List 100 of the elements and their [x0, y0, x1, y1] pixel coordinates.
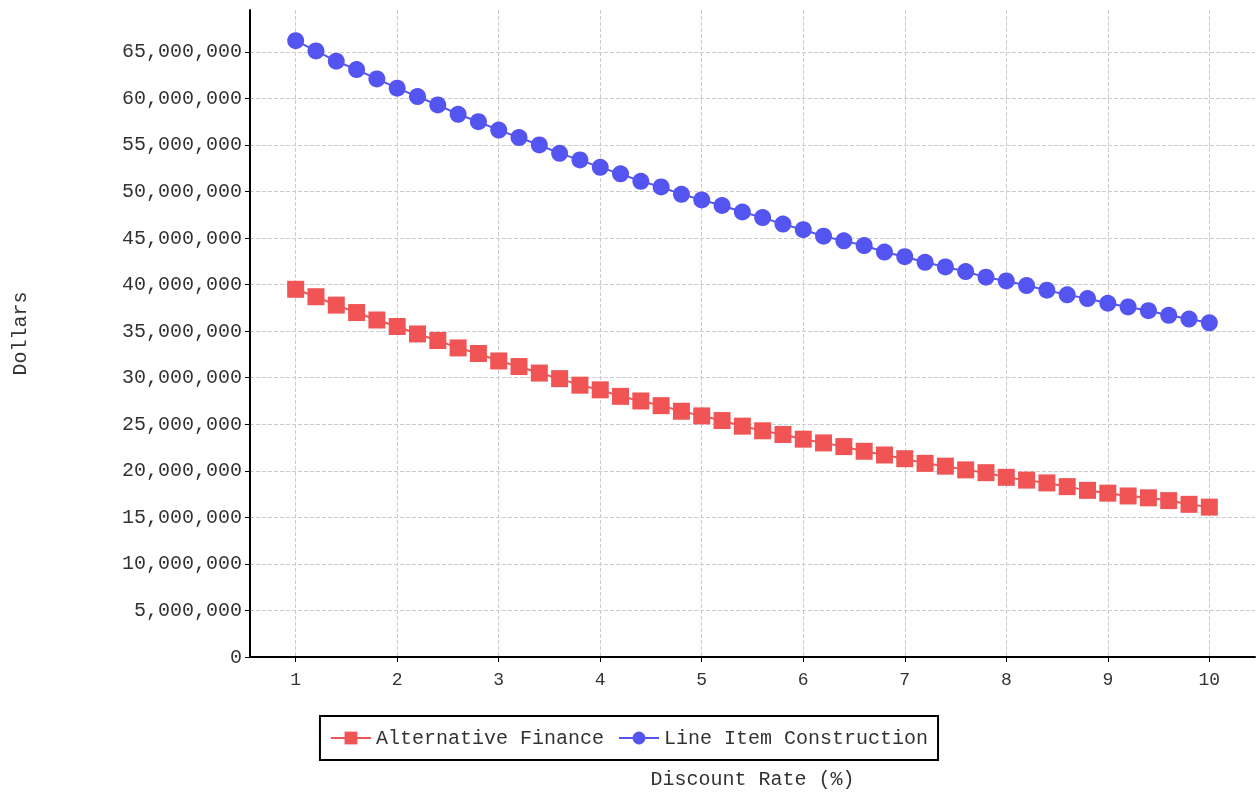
point — [510, 358, 528, 376]
point — [693, 191, 711, 209]
point — [896, 450, 914, 468]
point — [774, 215, 792, 233]
point — [896, 248, 914, 266]
point — [713, 197, 731, 214]
x-tick-label: 5 — [696, 670, 708, 690]
point — [1038, 281, 1056, 299]
point — [916, 454, 934, 472]
point — [733, 203, 751, 221]
y-tick-label: 50,000,000 — [121, 180, 242, 204]
point — [652, 397, 670, 415]
point — [469, 345, 487, 363]
point — [672, 185, 690, 203]
point — [936, 258, 954, 276]
y-tick-label: 20,000,000 — [121, 459, 242, 483]
x-tick-label: 6 — [797, 670, 809, 690]
point — [612, 387, 630, 405]
point — [875, 243, 893, 261]
point — [449, 105, 467, 123]
point — [713, 412, 731, 430]
point — [327, 296, 345, 314]
point — [490, 352, 508, 370]
point — [835, 232, 853, 250]
point — [835, 438, 853, 456]
point — [429, 331, 447, 349]
point — [794, 221, 812, 239]
point — [348, 61, 366, 79]
point — [1079, 290, 1096, 308]
point — [754, 209, 772, 227]
y-tick-label: 15,000,000 — [121, 505, 242, 529]
point — [1180, 495, 1198, 513]
point — [368, 70, 386, 88]
y-tick-label: 45,000,000 — [121, 226, 242, 250]
point — [510, 129, 528, 147]
point — [530, 364, 548, 382]
point — [1058, 478, 1076, 496]
point — [1079, 481, 1096, 499]
y-tick-label: 10,000,000 — [121, 552, 242, 576]
point — [997, 272, 1015, 290]
point — [388, 79, 406, 97]
point — [916, 253, 934, 271]
y-tick-label: 25,000,000 — [121, 412, 242, 436]
point — [1160, 492, 1178, 510]
point — [1018, 471, 1036, 489]
point — [693, 407, 711, 425]
x-tick-label: 2 — [391, 670, 403, 690]
point — [1180, 310, 1198, 328]
point — [327, 52, 345, 70]
point — [409, 325, 426, 343]
point — [936, 457, 954, 475]
point — [754, 422, 772, 440]
point — [490, 121, 508, 139]
point — [1160, 306, 1178, 324]
x-tick-label: 4 — [594, 670, 606, 690]
point — [571, 376, 589, 394]
y-tick-label: 0 — [229, 645, 242, 669]
point — [632, 392, 650, 410]
x-tick-label: 9 — [1102, 670, 1114, 690]
point — [1200, 314, 1218, 332]
point — [1200, 498, 1218, 516]
point — [530, 136, 548, 154]
y-tick-label: 35,000,000 — [121, 319, 242, 343]
point — [1099, 294, 1117, 312]
point — [307, 288, 325, 306]
point — [794, 430, 812, 448]
y-tick-label: 40,000,000 — [121, 273, 242, 297]
point — [652, 178, 670, 196]
point — [409, 88, 426, 106]
point — [855, 442, 873, 460]
point — [287, 280, 305, 298]
y-axis-title: Dollars — [8, 291, 32, 376]
point — [977, 268, 995, 286]
point — [591, 158, 609, 176]
point — [672, 402, 690, 420]
y-tick-label: 55,000,000 — [121, 133, 242, 157]
point — [1099, 484, 1117, 502]
x-tick-label: 10 — [1198, 670, 1221, 690]
point — [774, 426, 792, 444]
point — [957, 461, 975, 479]
point — [855, 237, 873, 255]
y-tick-label: 60,000,000 — [121, 86, 242, 110]
point — [1119, 487, 1137, 505]
point — [287, 32, 305, 50]
point — [875, 446, 893, 464]
x-tick-label: 8 — [1000, 670, 1012, 690]
point — [1139, 302, 1157, 320]
point — [388, 318, 406, 336]
point — [632, 172, 650, 190]
point — [1038, 474, 1056, 492]
point — [1018, 277, 1036, 295]
point — [1119, 298, 1137, 316]
point — [449, 339, 467, 357]
point — [591, 381, 609, 399]
point — [571, 151, 589, 169]
point — [997, 468, 1015, 486]
y-tick-label: 65,000,000 — [121, 40, 242, 64]
point — [551, 144, 569, 162]
y-tick-label: 30,000,000 — [121, 366, 242, 390]
point — [612, 165, 630, 183]
